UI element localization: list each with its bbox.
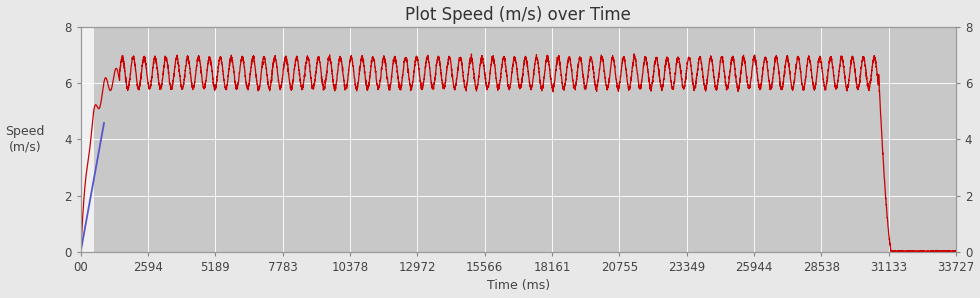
Bar xyxy=(80,27,94,252)
Y-axis label: Speed
(m/s): Speed (m/s) xyxy=(6,125,45,153)
X-axis label: Time (ms): Time (ms) xyxy=(487,280,550,292)
Title: Plot Speed (m/s) over Time: Plot Speed (m/s) over Time xyxy=(406,6,631,24)
